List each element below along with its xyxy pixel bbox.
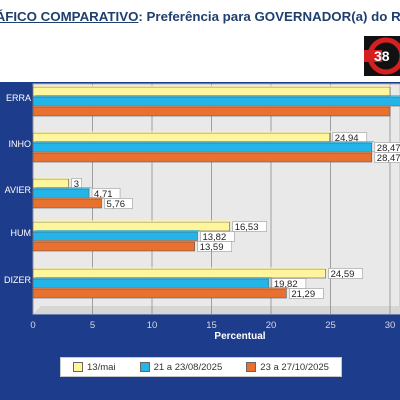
data-label-box	[197, 241, 233, 252]
bar-top	[33, 95, 400, 97]
bar	[32, 268, 326, 279]
legend-swatch-3	[246, 362, 257, 372]
bar-top	[33, 230, 201, 232]
x-tick-label: 15	[206, 320, 217, 331]
bar-top	[33, 177, 72, 179]
bar	[32, 198, 102, 209]
plot-floor	[33, 306, 400, 314]
bar	[32, 278, 270, 289]
chart-frame: 0 5 10 15 20 25 30 Percentual ERRA INHO 24,94 28,47…	[0, 82, 400, 400]
data-label: 28,47	[377, 143, 400, 154]
data-label: 21,29	[291, 289, 315, 300]
data-label: 19,82	[274, 279, 298, 290]
data-label-box	[289, 288, 324, 299]
x-tick-label: 5	[90, 320, 95, 331]
legend-item-1: 13/mai	[73, 362, 116, 373]
x-tick-label: 10	[147, 320, 158, 331]
bar-top	[33, 151, 375, 153]
data-label: 5,76	[107, 199, 126, 210]
data-label: 13,59	[200, 242, 224, 253]
bar	[32, 152, 373, 163]
bar-top	[33, 187, 93, 189]
data-label-box	[374, 152, 400, 163]
legend-label-3: 23 a 27/10/2025	[260, 361, 329, 373]
data-label-box	[328, 268, 363, 279]
bar-top	[33, 141, 375, 143]
bar	[32, 188, 90, 199]
category-label: HUM	[11, 228, 32, 238]
data-label: 16,53	[235, 222, 259, 233]
bar	[32, 178, 70, 189]
bar-top	[33, 277, 272, 279]
bar	[32, 231, 198, 242]
bar	[32, 86, 391, 97]
logo: 38	[364, 36, 400, 76]
bar-top	[33, 105, 393, 107]
bar-top	[33, 85, 393, 87]
x-tick-label: 25	[325, 320, 336, 331]
bar-top	[33, 267, 329, 269]
logo-text: 38	[374, 48, 390, 64]
data-label-box	[271, 278, 307, 289]
bar-top	[33, 240, 198, 242]
category-label: AVIER	[5, 185, 32, 195]
x-axis-title: Percentual	[214, 331, 265, 342]
data-label: 28,47	[377, 153, 400, 164]
data-label: 3	[74, 179, 79, 190]
chart-title: RÁFICO COMPARATIVO: Preferência para GOV…	[0, 9, 400, 29]
bar	[32, 106, 391, 117]
legend: 13/mai 21 a 23/08/2025 23 a 27/10/2025	[60, 357, 342, 377]
x-tick-label: 30	[385, 320, 396, 331]
bar-top	[33, 220, 233, 222]
legend-swatch-2	[139, 362, 150, 372]
title-rest: : Preferência para GOVERNADOR(a) do RN	[138, 9, 400, 24]
data-label: 24,59	[331, 269, 355, 280]
category-label: INHO	[9, 139, 32, 149]
category-label: ERRA	[6, 93, 31, 103]
category-label: DIZER	[4, 275, 32, 285]
bar-chart: 0 5 10 15 20 25 30 Percentual ERRA INHO 24,94 28,47…	[4, 83, 400, 342]
legend-item-2: 21 a 23/08/2025	[139, 361, 223, 373]
legend-swatch-1	[73, 362, 84, 372]
legend-label-1: 13/mai	[87, 361, 116, 373]
data-label: 13,82	[202, 232, 226, 243]
bar-top	[33, 131, 333, 133]
x-tick-label: 0	[30, 320, 35, 331]
bar	[32, 288, 287, 299]
data-label: 4,71	[94, 189, 113, 200]
bar	[32, 96, 400, 107]
data-label-box	[232, 221, 268, 232]
title-underlined: RÁFICO COMPARATIVO	[0, 9, 139, 24]
bar	[32, 221, 231, 232]
bar	[32, 142, 373, 153]
bar-top	[33, 287, 290, 289]
legend-label-2: 21 a 23/08/2025	[153, 361, 223, 373]
bar	[32, 241, 196, 252]
legend-item-3: 23 a 27/10/2025	[246, 362, 329, 373]
bar-top	[33, 197, 105, 199]
data-label: 24,94	[335, 133, 359, 144]
data-label-box	[104, 198, 133, 209]
bar	[32, 132, 331, 143]
x-tick-label: 20	[266, 320, 277, 331]
